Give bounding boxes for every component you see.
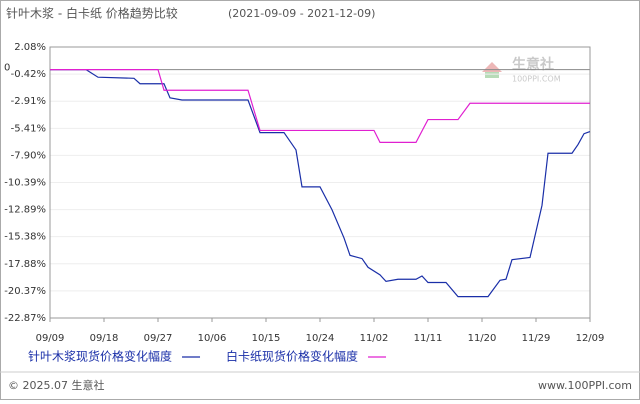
chart-title: 针叶木浆 - 白卡纸 价格趋势比较 xyxy=(6,6,178,21)
series-line xyxy=(50,68,591,298)
y-tick-label: -22.87% xyxy=(4,313,46,324)
y-tick-label: -10.39% xyxy=(4,177,46,188)
y-tick-label: -2.91% xyxy=(11,96,46,107)
y-tick-label: 2.08% xyxy=(14,42,46,53)
footer-url: www.100PPI.com xyxy=(538,379,632,392)
y-tick-label: -20.37% xyxy=(4,286,46,297)
x-tick-label: 09/18 xyxy=(90,333,119,344)
x-tick-label: 10/15 xyxy=(252,333,281,344)
watermark-site: 100PPI.COM xyxy=(512,75,561,84)
x-tick-label: 09/27 xyxy=(144,333,173,344)
x-tick-label: 10/24 xyxy=(306,333,335,344)
chart-subtitle: (2021-09-09 - 2021-12-09) xyxy=(228,7,375,20)
x-tick-label: 10/06 xyxy=(198,333,227,344)
y-tick-label: -15.38% xyxy=(4,232,46,243)
watermark-brand: 生意社 xyxy=(512,56,554,73)
y-tick-label: -17.88% xyxy=(4,259,46,270)
legend-label: 针叶木浆现货价格变化幅度 xyxy=(28,349,172,364)
y-tick-label: -0.42% xyxy=(11,69,46,80)
watermark-icon xyxy=(485,72,499,78)
plot-border xyxy=(49,46,591,319)
x-tick-label: 12/09 xyxy=(576,333,605,344)
y-tick-label: -5.41% xyxy=(11,123,46,134)
legend-label: 白卡纸现货价格变化幅度 xyxy=(226,349,358,364)
y-tick-label: -7.90% xyxy=(11,150,46,161)
x-tick-label: 11/11 xyxy=(414,333,443,344)
x-tick-label: 11/02 xyxy=(360,333,389,344)
x-tick-label: 09/09 xyxy=(36,333,65,344)
x-tick-label: 11/29 xyxy=(522,333,551,344)
footer-copyright: © 2025.07 生意社 xyxy=(8,378,104,392)
x-tick-label: 11/20 xyxy=(468,333,497,344)
series-line xyxy=(50,68,590,143)
zero-label: 0 xyxy=(4,63,10,74)
y-tick-label: -12.89% xyxy=(4,205,46,216)
